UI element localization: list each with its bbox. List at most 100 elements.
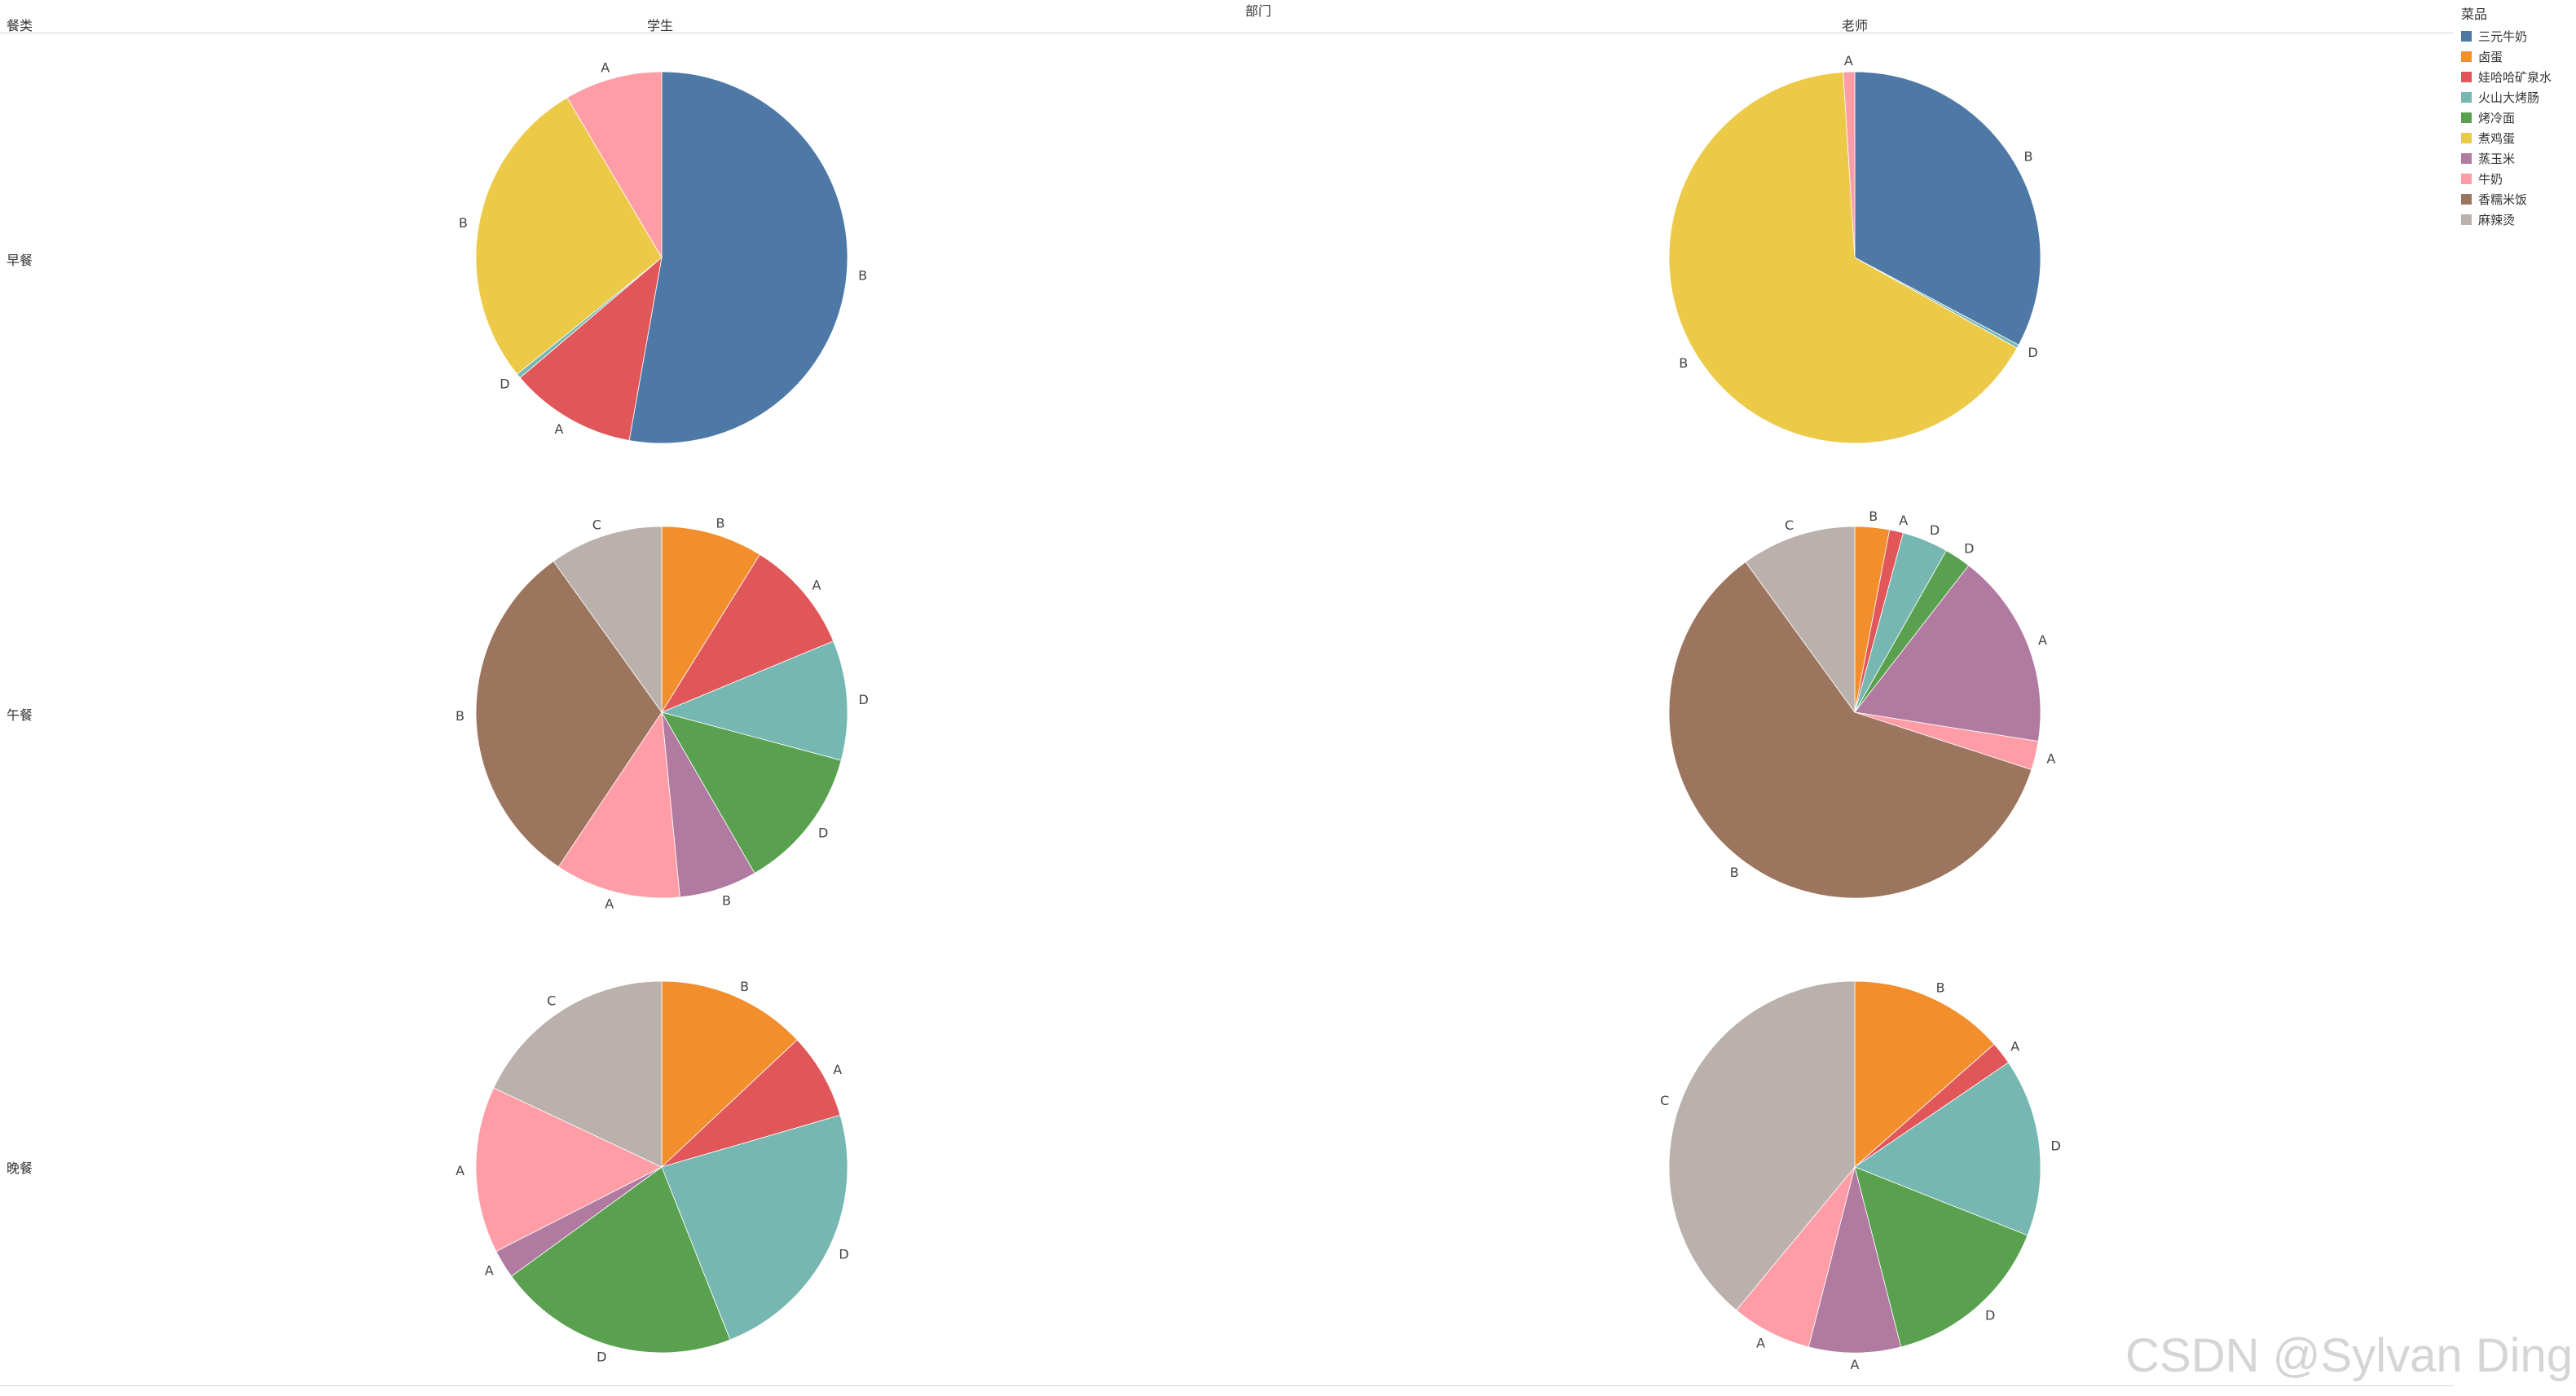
pie-slice — [1854, 1062, 2041, 1236]
pie-晚餐-学生: B A D D A A C — [456, 979, 849, 1364]
pie-slice — [1854, 565, 2041, 742]
slice-label: D — [1964, 541, 1974, 557]
slice-label: A — [1844, 53, 1853, 68]
slice-label: A — [833, 1062, 842, 1077]
bottom-divider — [0, 1385, 2453, 1386]
legend-swatch — [2461, 51, 2472, 62]
slice-label: D — [2051, 1138, 2061, 1153]
slice-label: A — [2046, 751, 2055, 766]
slice-label: D — [1985, 1308, 1995, 1323]
pie-chart-grid: B A D B A B D B A B A D D B A B C B A D D A A B C B A D D A A C B A D D A A C — [456, 53, 2061, 1372]
pie-slice — [1668, 72, 2018, 444]
legend-label: 火山大烤肠 — [2478, 90, 2540, 105]
legend-swatch — [2461, 133, 2472, 143]
legend-swatch — [2461, 153, 2472, 164]
column-label-teacher: 老师 — [1842, 18, 1869, 33]
pie-slice — [1843, 71, 1856, 258]
slice-label: D — [818, 825, 828, 840]
slice-label: B — [1730, 865, 1739, 880]
legend-item: 香糯米饭 — [2461, 189, 2576, 209]
pie-slice — [661, 553, 834, 713]
slice-label: B — [858, 267, 867, 283]
legend-swatch — [2461, 72, 2472, 82]
slice-label: C — [547, 993, 556, 1009]
slice-label: B — [459, 215, 468, 231]
slice-label: A — [485, 1262, 494, 1278]
column-header: 部门 — [1245, 3, 1272, 19]
pie-slice — [1854, 71, 2041, 346]
legend-swatch — [2461, 92, 2472, 103]
pie-早餐-老师: B D B A — [1668, 53, 2041, 444]
slice-label: A — [2010, 1039, 2019, 1055]
pie-slice — [1668, 980, 1856, 1311]
pie-slice — [475, 561, 663, 868]
slice-label: B — [716, 515, 724, 531]
legend-swatch — [2461, 174, 2472, 184]
legend-item: 煮鸡蛋 — [2461, 128, 2576, 148]
pie-slice — [475, 97, 663, 375]
slice-label: A — [554, 421, 563, 437]
pie-slice — [661, 1039, 841, 1168]
pie-早餐-学生: B A D B A — [459, 60, 867, 444]
legend-label: 三元牛奶 — [2478, 29, 2528, 44]
slice-label: B — [1679, 355, 1688, 371]
slice-label: A — [1756, 1336, 1765, 1351]
pie-slice — [475, 1087, 663, 1253]
legend-title: 菜品 — [2461, 7, 2488, 22]
column-label-student: 学生 — [647, 18, 674, 33]
legend-item: 娃哈哈矿泉水 — [2461, 67, 2576, 87]
slice-label: B — [740, 979, 749, 994]
legend-item: 三元牛奶 — [2461, 26, 2576, 46]
slice-label: A — [2038, 632, 2047, 648]
pie-slice — [519, 256, 663, 441]
row-header: 餐类 — [7, 18, 33, 33]
row-label-lunch: 午餐 — [7, 707, 33, 723]
slice-label: A — [601, 60, 610, 76]
pie-slice — [1668, 561, 2032, 899]
slice-label: D — [500, 376, 509, 391]
legend-label: 煮鸡蛋 — [2478, 131, 2516, 146]
legend-label: 牛奶 — [2478, 172, 2503, 187]
pie-slice — [1808, 1166, 1902, 1354]
slice-label: A — [812, 577, 821, 592]
legend-item: 麻辣烫 — [2461, 209, 2576, 230]
watermark: CSDN @Sylvan Ding — [2125, 1329, 2573, 1382]
pie-slice — [661, 980, 798, 1168]
pie-slice — [1854, 1166, 2028, 1348]
slice-label: B — [1869, 509, 1878, 524]
slice-label: D — [1930, 522, 1940, 538]
row-label-breakfast: 早餐 — [7, 253, 33, 268]
slice-label: D — [597, 1349, 606, 1364]
pie-slice — [566, 71, 663, 259]
pie-午餐-学生: B A D D B A B C — [456, 515, 869, 911]
legend-swatch — [2461, 112, 2472, 123]
slice-label: D — [858, 692, 868, 707]
legend-item: 卤蛋 — [2461, 46, 2576, 67]
slice-label: C — [1785, 517, 1794, 533]
pie-slice — [557, 711, 680, 899]
pie-slice — [661, 711, 842, 874]
legend-swatch — [2461, 31, 2472, 42]
slice-label: D — [839, 1246, 848, 1262]
slice-label: A — [1851, 1357, 1860, 1372]
slice-label: C — [1660, 1093, 1669, 1108]
pie-slice — [1745, 526, 1856, 714]
row-label-dinner: 晚餐 — [7, 1160, 33, 1176]
legend-label: 卤蛋 — [2478, 50, 2503, 64]
slice-label: B — [1936, 980, 1945, 995]
legend-item: 牛奶 — [2461, 169, 2576, 189]
legend-label: 娃哈哈矿泉水 — [2478, 70, 2552, 85]
pie-slice — [510, 1166, 731, 1354]
legend-label: 烤冷面 — [2478, 111, 2516, 126]
pie-slice — [660, 641, 848, 761]
slice-label: B — [722, 892, 731, 908]
legend-label: 香糯米饭 — [2478, 192, 2528, 207]
legend: 菜品 三元牛奶卤蛋娃哈哈矿泉水 火山大烤肠烤冷面煮鸡蛋蒸玉米牛奶香糯米饭麻辣烫 — [2461, 3, 2576, 230]
pie-slice — [1854, 980, 1995, 1168]
slice-label: B — [2024, 149, 2033, 165]
legend-item: 蒸玉米 — [2461, 148, 2576, 169]
legend-swatch — [2461, 214, 2472, 225]
legend-label: 麻辣烫 — [2478, 213, 2516, 227]
pie-晚餐-老师: B A D D A A C — [1660, 980, 2061, 1372]
pie-slice — [493, 980, 663, 1168]
